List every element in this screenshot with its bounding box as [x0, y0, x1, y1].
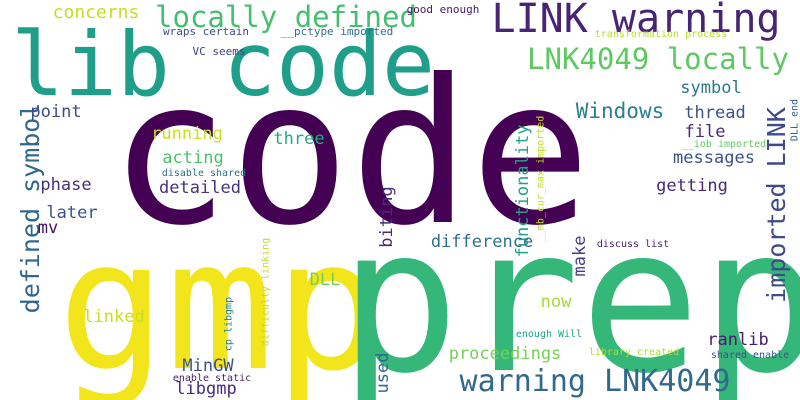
- cloud-word-acting: acting: [162, 148, 223, 168]
- cloud-word-make: make: [570, 236, 590, 277]
- cloud-word-linked: linked: [83, 307, 144, 327]
- cloud-word-biting: biting: [377, 186, 397, 247]
- cloud-word-running: running: [151, 124, 223, 144]
- cloud-word-later: later: [46, 203, 97, 223]
- cloud-word-enough-will: enough Will: [516, 329, 582, 340]
- cloud-word-mingw: MinGW: [182, 356, 234, 376]
- cloud-word-messages: messages: [673, 148, 755, 168]
- cloud-word-locally-defined: locally defined: [155, 0, 417, 34]
- cloud-word-functionality: functionality: [513, 124, 533, 257]
- cloud-word-ranlib: ranlib: [707, 330, 768, 350]
- cloud-word-transformation-process: transformation process: [595, 29, 727, 40]
- cloud-word-three: three: [273, 129, 324, 149]
- cloud-word-mv: mv: [38, 218, 58, 238]
- cloud-word-disable-shared: disable shared: [162, 168, 246, 179]
- cloud-word-warning-lnk4049: warning LNK4049: [460, 364, 731, 399]
- cloud-word-libgmp: libgmp: [175, 379, 236, 399]
- cloud-word-mb-cur-max-imported: __mb_cur_max imported: [536, 116, 547, 242]
- cloud-word-phase: phase: [40, 175, 91, 195]
- cloud-word-library-created: library created: [589, 347, 679, 358]
- cloud-word-good-enough: good enough: [407, 3, 480, 16]
- cloud-word-thread: thread: [684, 103, 745, 123]
- cloud-word-link-warning: LINK warning: [492, 0, 781, 42]
- cloud-word-pctype-imported: __pctype imported: [281, 25, 394, 38]
- cloud-word-wraps-certain: wraps certain: [163, 25, 249, 38]
- cloud-word-dll: DLL: [310, 270, 341, 290]
- cloud-word-lnk4049-locally: LNK4049 locally: [527, 42, 789, 76]
- cloud-word-difference: difference: [431, 232, 533, 252]
- cloud-word-discuss-list: discuss list: [597, 239, 669, 250]
- cloud-word-proceedings: proceedings: [449, 344, 562, 364]
- cloud-word-cp-libgmp: cp libgmp: [224, 297, 235, 351]
- cloud-word-file: file: [685, 122, 726, 142]
- cloud-word-gmp: gmp: [57, 202, 382, 400]
- cloud-word-getting: getting: [656, 176, 728, 196]
- cloud-word-concerns: concerns: [53, 2, 140, 23]
- cloud-word-detailed: detailed: [159, 178, 241, 198]
- cloud-word-prep: prep: [339, 185, 800, 400]
- cloud-word-shared-enable: shared enable: [711, 350, 789, 361]
- cloud-word-code: code: [109, 37, 591, 270]
- cloud-word-lib-code: lib code: [11, 13, 435, 116]
- cloud-word-point: point: [30, 102, 81, 122]
- cloud-word-symbol: symbol: [680, 78, 741, 98]
- cloud-word-used: used: [373, 353, 393, 394]
- cloud-word-defined-symbol: defined symbol: [16, 103, 45, 314]
- cloud-word-imported-link: imported LINK: [762, 107, 791, 303]
- cloud-word-iob-imported: __iob imported: [682, 139, 766, 150]
- cloud-word-enable-static: enable static: [173, 373, 251, 384]
- cloud-word-dll-end: DLL end: [790, 99, 800, 141]
- cloud-word-difficulty-linking: difficulty linking: [261, 238, 272, 346]
- cloud-word-now: now: [541, 292, 572, 312]
- cloud-word-vc-seems: VC seems: [193, 45, 246, 58]
- cloud-word-windows: Windows: [576, 99, 665, 123]
